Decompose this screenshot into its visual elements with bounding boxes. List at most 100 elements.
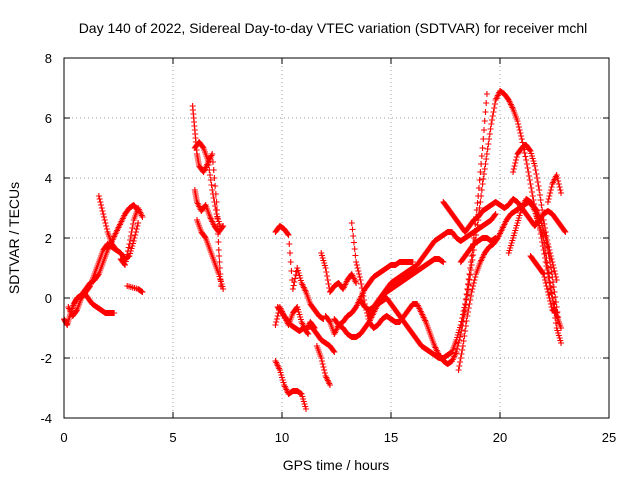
series-track-06 xyxy=(124,283,146,295)
y-tick-label: 2 xyxy=(45,231,52,246)
series-track-28 xyxy=(527,253,560,316)
data-point xyxy=(216,253,223,259)
data-point xyxy=(477,169,484,175)
data-point xyxy=(220,223,227,229)
data-point xyxy=(96,196,103,202)
data-point xyxy=(207,177,214,183)
series-track-27 xyxy=(510,142,560,283)
data-point xyxy=(552,271,559,277)
y-tick-label: 6 xyxy=(45,111,52,126)
series-track-13 xyxy=(272,223,327,322)
data-point xyxy=(525,169,532,175)
data-point xyxy=(528,185,535,191)
data-point xyxy=(481,171,488,177)
data-point xyxy=(135,220,142,226)
x-tick-label: 25 xyxy=(602,430,616,445)
data-point xyxy=(541,221,548,227)
data-point xyxy=(124,248,131,254)
data-point xyxy=(481,118,488,124)
data-point xyxy=(125,244,132,251)
y-tick-label: 0 xyxy=(45,291,52,306)
series-track-05 xyxy=(117,205,146,268)
data-point xyxy=(556,184,563,190)
data-point xyxy=(528,189,535,195)
data-point xyxy=(284,231,291,237)
data-point xyxy=(489,113,496,119)
data-point xyxy=(457,355,464,361)
data-point xyxy=(215,247,222,253)
data-point xyxy=(456,363,463,369)
data-point xyxy=(491,212,498,218)
data-point xyxy=(467,265,474,271)
data-point xyxy=(540,271,547,277)
series-track-03 xyxy=(80,289,118,316)
data-point xyxy=(472,274,479,280)
data-point xyxy=(470,280,477,286)
data-point xyxy=(540,217,547,223)
data-point xyxy=(492,235,499,241)
data-point xyxy=(465,309,472,315)
data-point xyxy=(475,185,482,191)
data-point xyxy=(515,124,522,130)
data-point xyxy=(550,284,557,290)
data-point xyxy=(304,330,311,336)
data-point xyxy=(555,178,562,184)
data-point xyxy=(285,232,292,238)
data-point xyxy=(490,109,497,115)
data-point xyxy=(287,259,294,265)
data-point xyxy=(128,229,135,235)
data-point xyxy=(350,239,357,246)
data-point xyxy=(541,251,548,257)
data-point xyxy=(548,184,555,190)
x-tick-label: 15 xyxy=(384,430,398,445)
data-point xyxy=(516,127,523,133)
data-point xyxy=(484,146,491,152)
data-point xyxy=(353,280,360,286)
series-track-09 xyxy=(191,187,227,235)
data-point xyxy=(480,176,487,182)
series-track-29 xyxy=(544,172,565,205)
data-point xyxy=(464,292,471,298)
data-point xyxy=(537,197,544,203)
data-point xyxy=(547,301,554,307)
data-point xyxy=(409,259,416,265)
data-point xyxy=(359,289,366,295)
data-point xyxy=(548,291,555,297)
x-tick-label: 0 xyxy=(60,430,67,445)
data-point xyxy=(540,247,547,253)
data-point xyxy=(466,277,473,283)
series-track-11 xyxy=(272,358,309,412)
data-point xyxy=(440,259,447,265)
data-point xyxy=(546,247,553,253)
data-point xyxy=(455,367,462,373)
data-point xyxy=(100,211,107,217)
data-point xyxy=(133,226,140,232)
data-point xyxy=(350,233,357,239)
data-point xyxy=(291,279,298,285)
data-point xyxy=(543,233,550,239)
data-point xyxy=(476,177,483,183)
data-point xyxy=(539,239,546,245)
data-point xyxy=(111,310,118,316)
data-point xyxy=(288,268,295,274)
data-point xyxy=(123,255,130,261)
data-point xyxy=(355,268,362,274)
data-point xyxy=(209,151,216,157)
data-point xyxy=(523,157,530,163)
data-point xyxy=(208,182,215,188)
data-point xyxy=(545,244,552,250)
data-point xyxy=(132,232,139,238)
data-point xyxy=(356,274,363,280)
data-point xyxy=(545,275,552,281)
data-point xyxy=(471,228,478,234)
data-point xyxy=(330,348,337,354)
data-point xyxy=(122,262,129,268)
data-point xyxy=(462,328,469,334)
data-point xyxy=(220,286,227,292)
data-point xyxy=(465,276,472,282)
data-points xyxy=(61,88,569,412)
data-point xyxy=(464,313,471,319)
data-point xyxy=(273,316,280,322)
